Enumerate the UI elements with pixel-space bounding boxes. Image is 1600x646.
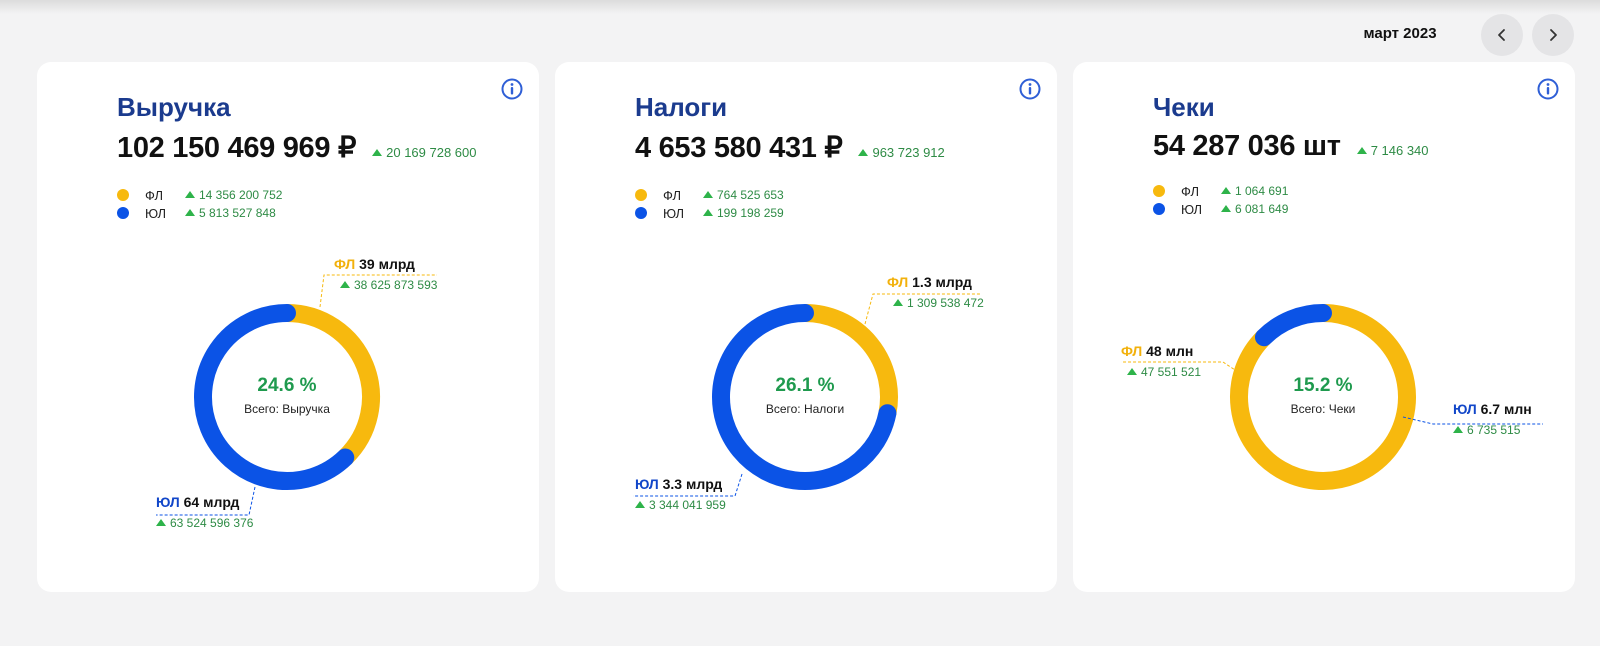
center-label: Всего: Выручка (244, 402, 330, 416)
chevron-right-icon (1550, 29, 1557, 41)
fl-callout: ФЛ 1.3 млрд 1 309 538 472 (887, 274, 984, 310)
prev-period-button[interactable] (1481, 14, 1523, 56)
card-total: 102 150 469 969 ₽ (117, 132, 357, 164)
info-icon[interactable] (1537, 78, 1559, 100)
fl-leader-line (319, 274, 437, 308)
chevron-left-icon (1498, 29, 1505, 41)
center-percent: 15.2 % (1293, 375, 1353, 396)
info-icon[interactable] (501, 78, 523, 100)
info-icon[interactable] (1019, 78, 1041, 100)
fl-leader-line (1121, 361, 1239, 373)
total-delta: 7 146 340 (1356, 143, 1429, 158)
center-label: Всего: Налоги (765, 402, 845, 416)
card-total: 54 287 036 шт (1153, 130, 1341, 162)
next-period-button[interactable] (1532, 14, 1574, 56)
card-total: 4 653 580 431 ₽ (635, 132, 843, 164)
fl-slice[interactable] (286, 304, 380, 464)
legend: ФЛ 14 356 200 752 ЮЛ 5 813 527 848 (117, 186, 282, 222)
card-revenue: Выручка 102 150 469 969 ₽ 20 169 728 600… (37, 62, 539, 592)
legend-item-fl[interactable]: ФЛ 1 064 691 (1153, 182, 1288, 200)
legend-item-ul[interactable]: ЮЛ 5 813 527 848 (117, 204, 282, 222)
total-delta: 20 169 728 600 (372, 145, 477, 160)
ul-callout: ЮЛ 6.7 млн 6 735 515 (1453, 401, 1532, 437)
ul-callout: ЮЛ 3.3 млрд 3 344 041 959 (635, 476, 726, 512)
center-percent: 26.1 % (775, 375, 835, 396)
card-title: Налоги (635, 92, 728, 122)
fl-slice[interactable] (804, 304, 898, 415)
top-shadow (0, 0, 1600, 14)
legend-item-ul[interactable]: ЮЛ 199 198 259 (635, 204, 784, 222)
ul-leader-line (156, 486, 256, 516)
ul-dot-icon (1153, 203, 1165, 215)
fl-callout: ФЛ 39 млрд 38 625 873 593 (334, 256, 438, 292)
legend: ФЛ 764 525 653 ЮЛ 199 198 259 (635, 186, 784, 222)
ul-callout: ЮЛ 64 млрд 63 524 596 376 (156, 494, 254, 530)
fl-dot-icon (1153, 185, 1165, 197)
center-percent: 24.6 % (257, 375, 317, 396)
card-title: Выручка (117, 92, 231, 122)
fl-dot-icon (117, 189, 129, 201)
ul-leader-line (1402, 416, 1543, 425)
card-taxes: Налоги 4 653 580 431 ₽ 963 723 912 ФЛ 764… (555, 62, 1057, 592)
fl-dot-icon (635, 189, 647, 201)
legend: ФЛ 1 064 691 ЮЛ 6 081 649 (1153, 182, 1288, 218)
center-label: Всего: Чеки (1290, 402, 1356, 416)
period-label: март 2023 (1363, 25, 1437, 42)
ul-leader-line (633, 473, 743, 497)
card-receipts: Чеки 54 287 036 шт 7 146 340 ФЛ 1 064 691… (1073, 62, 1575, 592)
fl-slice[interactable] (1230, 304, 1416, 490)
legend-item-fl[interactable]: ФЛ 764 525 653 (635, 186, 784, 204)
up-arrow-icon (1356, 147, 1367, 154)
ul-slice[interactable] (1254, 304, 1332, 347)
up-arrow-icon (858, 149, 869, 156)
ul-dot-icon (117, 207, 129, 219)
card-title: Чеки (1153, 92, 1215, 122)
fl-callout: ФЛ 48 млн 47 551 521 (1121, 343, 1202, 379)
ul-dot-icon (635, 207, 647, 219)
ul-slice[interactable] (194, 304, 355, 490)
legend-item-fl[interactable]: ФЛ 14 356 200 752 (117, 186, 282, 204)
total-delta: 963 723 912 (858, 145, 945, 160)
up-arrow-icon (372, 149, 383, 156)
legend-item-ul[interactable]: ЮЛ 6 081 649 (1153, 200, 1288, 218)
fl-leader-line (864, 293, 980, 325)
ul-slice[interactable] (712, 304, 897, 490)
